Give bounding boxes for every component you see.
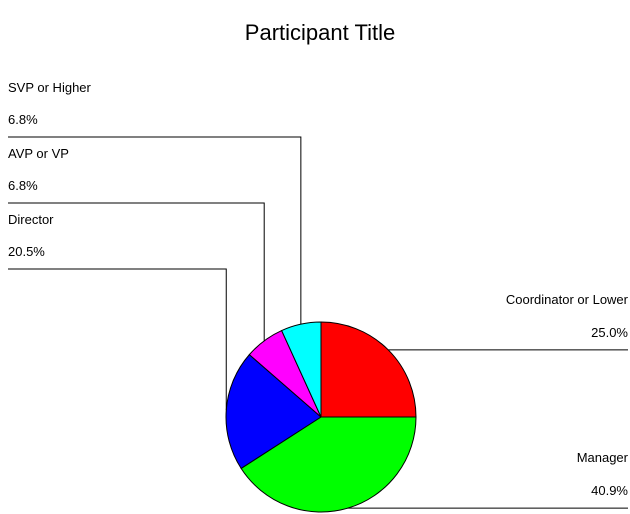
- slice-label: SVP or Higher: [8, 80, 92, 95]
- value-label: 25.0%: [591, 325, 628, 340]
- pie-slice: [320, 321, 417, 418]
- value-label: 20.5%: [8, 244, 45, 259]
- pie-slice: [225, 353, 322, 470]
- leader-line: [8, 202, 265, 341]
- value-label: 40.9%: [591, 483, 628, 498]
- slice-label: Coordinator or Lower: [506, 292, 629, 307]
- value-label: 6.8%: [8, 178, 38, 193]
- slice-label: Manager: [577, 450, 629, 465]
- chart-title: Participant Title: [245, 20, 395, 45]
- leader-line: [8, 268, 227, 411]
- leader-line: [8, 136, 302, 325]
- value-label: 6.8%: [8, 112, 38, 127]
- slice-label: AVP or VP: [8, 146, 69, 161]
- pie-slice: [280, 321, 322, 418]
- slice-label: Director: [8, 212, 54, 227]
